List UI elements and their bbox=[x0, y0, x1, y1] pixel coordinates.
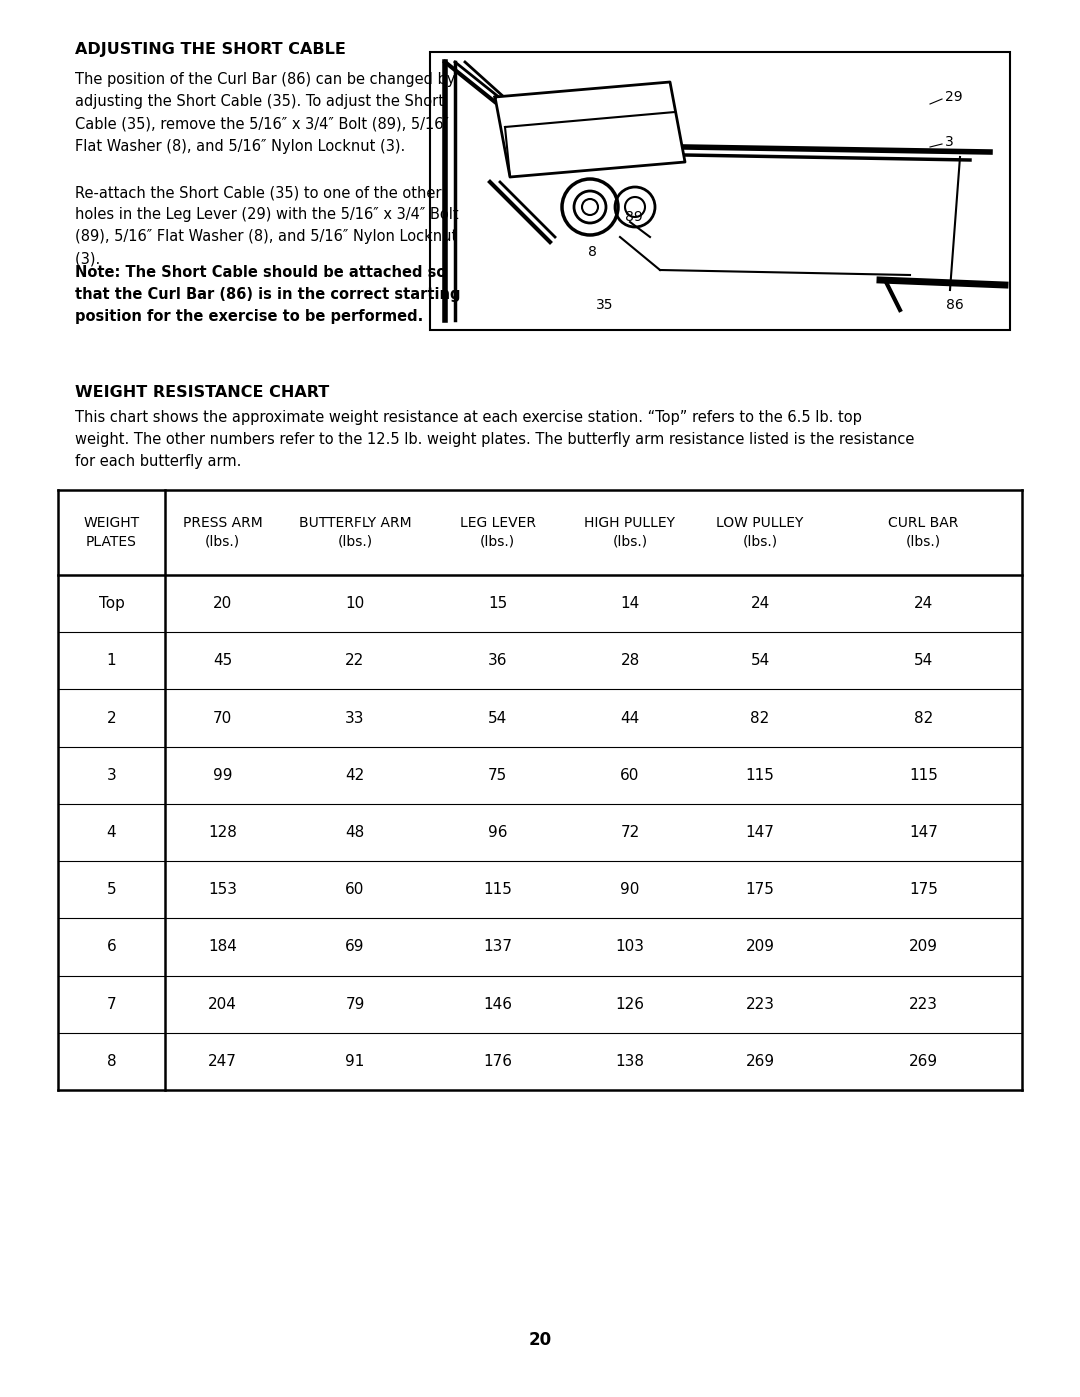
Text: 175: 175 bbox=[745, 883, 774, 897]
Text: 223: 223 bbox=[745, 996, 774, 1011]
Text: Top: Top bbox=[98, 597, 124, 610]
Text: 184: 184 bbox=[208, 939, 237, 954]
Text: 147: 147 bbox=[745, 826, 774, 840]
Text: 137: 137 bbox=[483, 939, 512, 954]
Text: 6: 6 bbox=[107, 939, 117, 954]
Text: 153: 153 bbox=[208, 883, 237, 897]
Text: 44: 44 bbox=[620, 711, 639, 725]
Text: 42: 42 bbox=[346, 768, 365, 782]
Text: LOW PULLEY
(lbs.): LOW PULLEY (lbs.) bbox=[716, 517, 804, 549]
Text: 115: 115 bbox=[909, 768, 937, 782]
Text: 247: 247 bbox=[208, 1053, 237, 1069]
Text: 24: 24 bbox=[914, 597, 933, 610]
Text: 90: 90 bbox=[620, 883, 639, 897]
Text: 54: 54 bbox=[914, 654, 933, 668]
Text: 138: 138 bbox=[616, 1053, 645, 1069]
Text: 10: 10 bbox=[346, 597, 365, 610]
Text: 48: 48 bbox=[346, 826, 365, 840]
Text: 176: 176 bbox=[483, 1053, 512, 1069]
Text: 209: 209 bbox=[745, 939, 774, 954]
Text: 115: 115 bbox=[483, 883, 512, 897]
Text: 70: 70 bbox=[213, 711, 232, 725]
Text: 2: 2 bbox=[107, 711, 117, 725]
Text: Re-attach the Short Cable (35) to one of the other
holes in the Leg Lever (29) w: Re-attach the Short Cable (35) to one of… bbox=[75, 184, 459, 267]
Text: 54: 54 bbox=[751, 654, 770, 668]
Text: ADJUSTING THE SHORT CABLE: ADJUSTING THE SHORT CABLE bbox=[75, 42, 346, 57]
Text: 3: 3 bbox=[945, 136, 954, 149]
Text: 128: 128 bbox=[208, 826, 237, 840]
Text: 20: 20 bbox=[528, 1331, 552, 1350]
Text: HIGH PULLEY
(lbs.): HIGH PULLEY (lbs.) bbox=[584, 517, 675, 549]
Text: 3: 3 bbox=[107, 768, 117, 782]
Text: 209: 209 bbox=[909, 939, 939, 954]
Text: 126: 126 bbox=[616, 996, 645, 1011]
Text: 89: 89 bbox=[625, 210, 643, 224]
Text: 99: 99 bbox=[213, 768, 232, 782]
Text: 147: 147 bbox=[909, 826, 937, 840]
Text: 96: 96 bbox=[488, 826, 508, 840]
Text: 28: 28 bbox=[620, 654, 639, 668]
Polygon shape bbox=[495, 82, 685, 177]
Text: 79: 79 bbox=[346, 996, 365, 1011]
Text: BUTTERFLY ARM
(lbs.): BUTTERFLY ARM (lbs.) bbox=[299, 517, 411, 549]
Text: WEIGHT
PLATES: WEIGHT PLATES bbox=[83, 517, 139, 549]
Text: 60: 60 bbox=[620, 768, 639, 782]
Text: 8: 8 bbox=[588, 244, 597, 258]
Text: 72: 72 bbox=[620, 826, 639, 840]
Text: WEIGHT RESISTANCE CHART: WEIGHT RESISTANCE CHART bbox=[75, 386, 329, 400]
Text: 115: 115 bbox=[745, 768, 774, 782]
Text: LEG LEVER
(lbs.): LEG LEVER (lbs.) bbox=[459, 517, 536, 549]
Text: Note: The Short Cable should be attached so
that the Curl Bar (86) is in the cor: Note: The Short Cable should be attached… bbox=[75, 265, 460, 324]
Text: 5: 5 bbox=[107, 883, 117, 897]
Text: 223: 223 bbox=[909, 996, 939, 1011]
Text: 24: 24 bbox=[751, 597, 770, 610]
Text: 33: 33 bbox=[346, 711, 365, 725]
Text: 7: 7 bbox=[107, 996, 117, 1011]
Text: 269: 269 bbox=[909, 1053, 939, 1069]
Text: 82: 82 bbox=[751, 711, 770, 725]
Text: 45: 45 bbox=[213, 654, 232, 668]
Text: 175: 175 bbox=[909, 883, 937, 897]
Text: 75: 75 bbox=[488, 768, 508, 782]
Text: 204: 204 bbox=[208, 996, 237, 1011]
Text: 82: 82 bbox=[914, 711, 933, 725]
Text: 86: 86 bbox=[946, 298, 963, 312]
Text: 4: 4 bbox=[107, 826, 117, 840]
Text: 22: 22 bbox=[346, 654, 365, 668]
Text: The position of the Curl Bar (86) can be changed by
adjusting the Short Cable (3: The position of the Curl Bar (86) can be… bbox=[75, 73, 456, 154]
Text: 14: 14 bbox=[620, 597, 639, 610]
Text: 1: 1 bbox=[107, 654, 117, 668]
Text: 8: 8 bbox=[107, 1053, 117, 1069]
Text: 15: 15 bbox=[488, 597, 508, 610]
Text: 29: 29 bbox=[945, 89, 962, 103]
Text: 146: 146 bbox=[483, 996, 512, 1011]
Text: 54: 54 bbox=[488, 711, 508, 725]
Text: 269: 269 bbox=[745, 1053, 774, 1069]
Text: 36: 36 bbox=[488, 654, 508, 668]
Text: 60: 60 bbox=[346, 883, 365, 897]
Text: This chart shows the approximate weight resistance at each exercise station. “To: This chart shows the approximate weight … bbox=[75, 409, 915, 469]
Text: 69: 69 bbox=[346, 939, 365, 954]
Text: CURL BAR
(lbs.): CURL BAR (lbs.) bbox=[889, 517, 959, 549]
Bar bbox=[430, 52, 1010, 330]
Text: PRESS ARM
(lbs.): PRESS ARM (lbs.) bbox=[183, 517, 262, 549]
Text: 35: 35 bbox=[596, 298, 613, 312]
Text: 20: 20 bbox=[213, 597, 232, 610]
Text: 103: 103 bbox=[616, 939, 645, 954]
Text: 91: 91 bbox=[346, 1053, 365, 1069]
